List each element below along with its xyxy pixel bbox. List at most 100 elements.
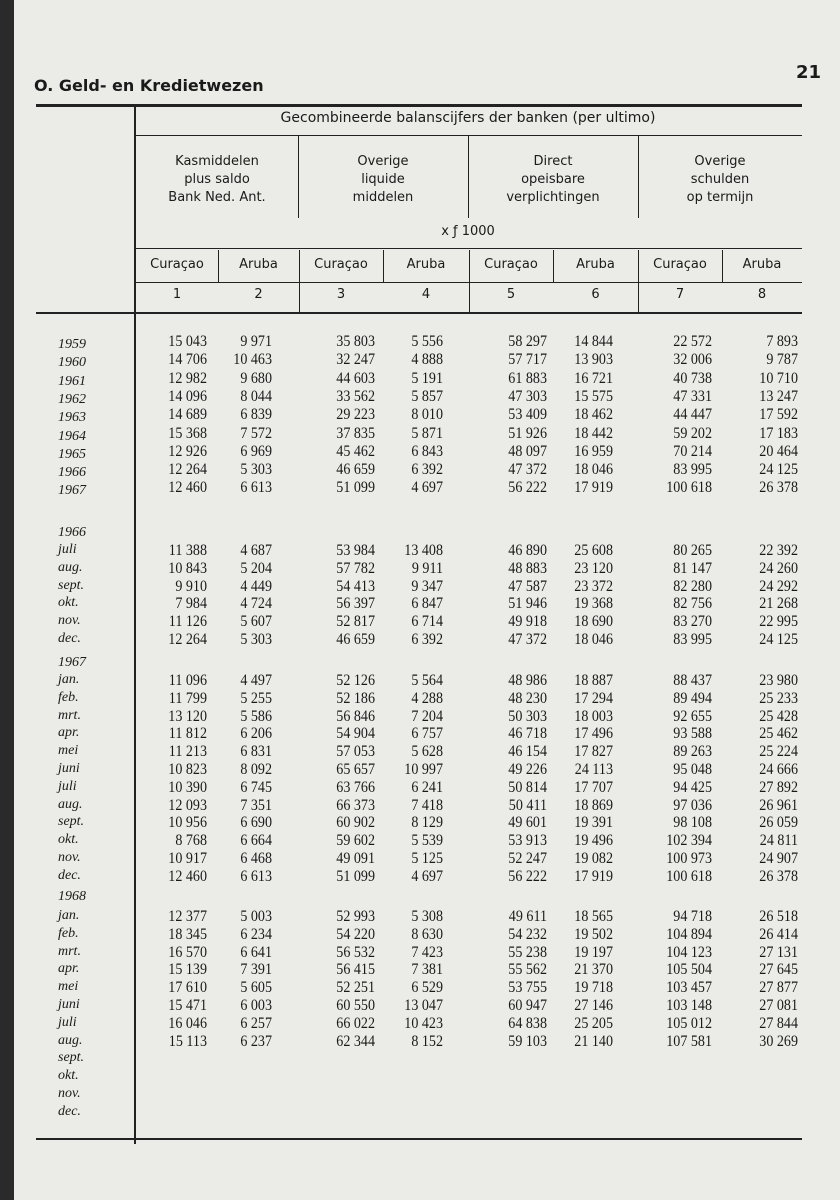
cell-col-7: 100 618 — [666, 479, 712, 497]
cell-col-8: 22 392 — [759, 542, 798, 559]
table-row: juli 16 046 6 257 66 022 10 423 64 838 25 205 1… — [0, 1015, 840, 1033]
cell-col-2: 6 468 — [240, 850, 272, 867]
cell-col-8: 27 131 — [759, 943, 798, 961]
cell-col-3: 52 126 — [336, 672, 375, 689]
table-row: aug. 15 113 6 237 62 344 8 152 59 103 21 140 10… — [0, 1033, 840, 1051]
cell-col-7: 105 012 — [666, 1014, 712, 1032]
cell-col-2: 6 745 — [240, 778, 272, 796]
table-title: Gecombineerde balanscijfers der banken (… — [280, 110, 656, 126]
cell-col-7: 89 494 — [673, 689, 712, 707]
cell-col-2: 7 572 — [240, 424, 272, 442]
cell-col-5: 49 601 — [508, 814, 547, 832]
row-label: mrt. — [58, 943, 81, 959]
cell-col-6: 18 046 — [574, 461, 613, 479]
cell-col-8: 13 247 — [759, 387, 798, 405]
cell-col-2: 4 497 — [240, 672, 272, 689]
cell-col-7: 93 588 — [673, 725, 712, 743]
cell-col-3: 52 817 — [336, 613, 375, 631]
cell-col-3: 54 220 — [336, 925, 375, 943]
column-number-6: 6 — [591, 287, 600, 302]
table-row: 1959 15 043 9 971 35 803 5 556 58 297 14 844 22… — [0, 333, 840, 352]
cell-col-5: 47 372 — [508, 461, 547, 479]
cell-col-7: 44 447 — [673, 406, 712, 424]
cell-col-1: 15 113 — [168, 1032, 207, 1050]
cell-col-2: 4 449 — [240, 577, 272, 595]
group-direct-opeisbare: Direct opeisbare verplichtingen — [506, 154, 600, 205]
cell-col-8: 24 125 — [759, 631, 798, 648]
cell-col-4: 6 392 — [411, 631, 443, 648]
cell-col-2: 5 605 — [240, 979, 272, 997]
row-label: nov. — [58, 850, 81, 865]
cell-col-7: 88 437 — [673, 672, 712, 689]
cell-col-2: 6 234 — [240, 925, 272, 943]
cell-col-1: 15 471 — [168, 997, 207, 1014]
cell-col-3: 60 550 — [336, 997, 375, 1014]
cell-col-8: 7 893 — [766, 333, 798, 350]
table-row: nov. 10 917 6 468 49 091 5 125 52 247 19 082 10… — [0, 850, 840, 868]
cell-col-4: 8 630 — [411, 925, 443, 943]
cell-col-5: 49 226 — [508, 761, 547, 778]
cell-col-3: 49 091 — [336, 850, 375, 867]
stub-divider — [134, 104, 136, 1144]
cell-col-1: 10 843 — [168, 559, 207, 577]
column-number-2: 2 — [254, 287, 263, 302]
cell-col-5: 56 222 — [508, 479, 547, 497]
cell-col-7: 103 457 — [666, 979, 712, 997]
row-label: sept. — [58, 814, 85, 830]
row-label: 1964 — [58, 428, 86, 444]
cell-col-7: 104 894 — [666, 925, 712, 943]
subheader-5: Curaçao — [484, 257, 538, 272]
cell-col-1: 11 388 — [168, 542, 207, 559]
cell-col-6: 19 082 — [574, 850, 613, 867]
cell-col-8: 27 892 — [759, 778, 798, 796]
cell-col-5: 58 297 — [508, 333, 547, 350]
row-label: okt. — [58, 1068, 79, 1084]
cell-col-2: 6 839 — [240, 406, 272, 424]
cell-col-7: 81 147 — [673, 559, 712, 577]
cell-col-4: 13 047 — [404, 997, 443, 1014]
cell-col-5: 50 814 — [508, 778, 547, 796]
cell-col-2: 8 044 — [240, 387, 272, 405]
cell-col-4: 8 010 — [411, 406, 443, 424]
cell-col-6: 19 718 — [574, 979, 613, 997]
cell-col-6: 18 462 — [574, 406, 613, 424]
cell-col-8: 22 995 — [759, 613, 798, 631]
cell-col-8: 26 059 — [759, 814, 798, 832]
cell-col-2: 6 831 — [240, 743, 272, 761]
table-row: 1960 14 706 10 463 32 247 4 888 57 717 13 903 3… — [0, 351, 840, 370]
cell-col-5: 48 883 — [508, 559, 547, 577]
cell-col-6: 16 721 — [574, 369, 613, 387]
row-label: mrt. — [58, 707, 81, 723]
cell-col-2: 10 463 — [233, 351, 272, 369]
year-heading: 1966 — [58, 525, 86, 540]
cell-col-8: 26 961 — [759, 796, 798, 814]
row-label: jan. — [58, 908, 80, 923]
cell-col-7: 59 202 — [673, 424, 712, 442]
cell-col-2: 6 237 — [240, 1032, 272, 1050]
cell-col-8: 26 378 — [759, 479, 798, 497]
cell-col-3: 52 251 — [336, 979, 375, 997]
cell-col-1: 18 345 — [168, 925, 207, 943]
cell-col-5: 52 247 — [508, 850, 547, 867]
row-label: sept. — [58, 577, 85, 593]
cell-col-3: 56 415 — [336, 961, 375, 979]
cell-col-3: 66 373 — [336, 796, 375, 814]
row-label: juli — [58, 542, 77, 557]
table-row: aug. 10 843 5 204 57 782 9 911 48 883 23 120 81… — [0, 560, 840, 578]
subheader-8: Aruba — [742, 257, 782, 272]
table-row: mei 17 610 5 605 52 251 6 529 53 755 19 718 103… — [0, 979, 840, 997]
cell-col-7: 80 265 — [673, 542, 712, 559]
cell-col-5: 56 222 — [508, 867, 547, 885]
table-row: aug. 12 093 7 351 66 373 7 418 50 411 18 869 97… — [0, 797, 840, 815]
cell-col-7: 103 148 — [666, 997, 712, 1014]
cell-col-5: 49 611 — [508, 908, 547, 925]
cell-col-6: 18 869 — [574, 796, 613, 814]
cell-col-4: 8 129 — [411, 814, 443, 832]
cell-col-6: 25 608 — [574, 542, 613, 559]
table-row: sept. 9 910 4 449 54 413 9 347 47 587 23 372 82… — [0, 578, 840, 596]
table-row: nov. — [0, 1086, 840, 1104]
cell-col-4: 4 697 — [411, 479, 443, 497]
cell-col-3: 45 462 — [336, 442, 375, 460]
cell-col-8: 24 811 — [759, 832, 798, 850]
cell-col-2: 6 257 — [240, 1014, 272, 1032]
